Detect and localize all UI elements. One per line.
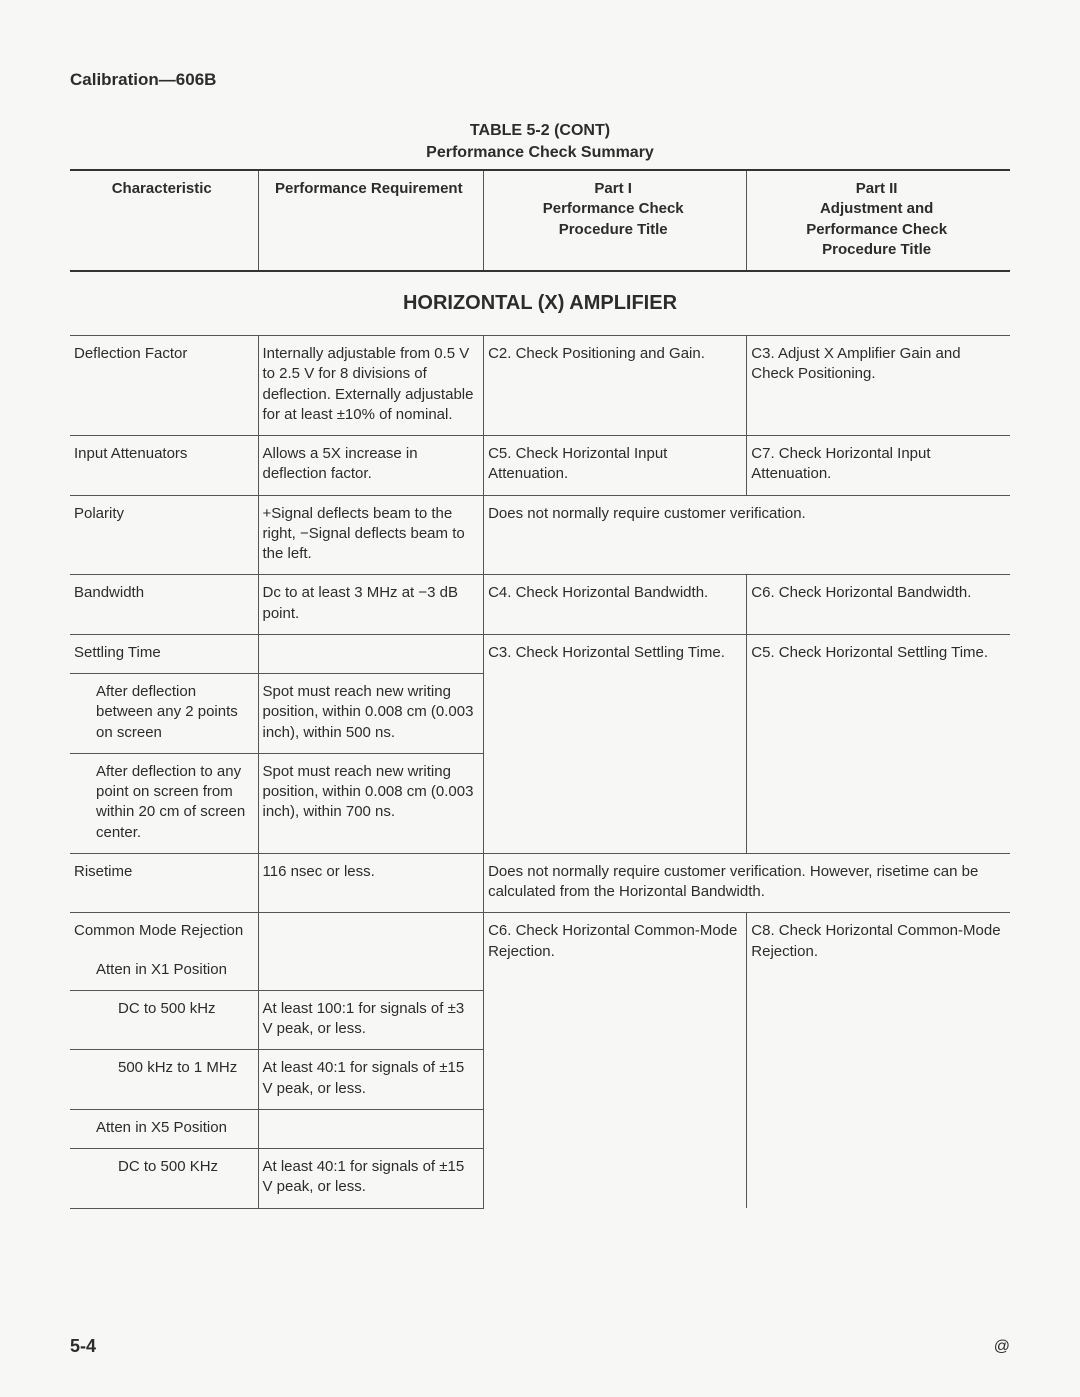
col-characteristic: Characteristic [70, 170, 258, 271]
cell-characteristic: Input Attenuators [70, 436, 258, 496]
cell-requirement: At least 100:1 for signals of ±3 V peak,… [258, 990, 484, 1050]
cell-characteristic-sub: Atten in X1 Position [70, 952, 258, 991]
table-title: TABLE 5-2 (CONT) Performance Check Summa… [70, 120, 1010, 163]
cell-part2: C8. Check Horizontal Common-Mode Rejecti… [747, 913, 1010, 1208]
cell-requirement: Internally adjustable from 0.5 V to 2.5 … [258, 336, 484, 436]
cell-characteristic: Deflection Factor [70, 336, 258, 436]
cell-part2: C3. Adjust X Amplifier Gain and Check Po… [747, 336, 1010, 436]
cell-requirement: Dc to at least 3 MHz at −3 dB point. [258, 575, 484, 635]
cell-requirement: Allows a 5X increase in deflection facto… [258, 436, 484, 496]
cell-part1: C3. Check Horizontal Settling Time. [484, 634, 747, 853]
cell-characteristic: Common Mode Rejection [70, 913, 258, 952]
cell-requirement: Spot must reach new writing position, wi… [258, 753, 484, 853]
col-part2: Part II Adjustment and Performance Check… [747, 170, 1010, 271]
table-row: Deflection Factor Internally adjustable … [70, 336, 1010, 436]
table-row: Bandwidth Dc to at least 3 MHz at −3 dB … [70, 575, 1010, 635]
table-label: TABLE 5-2 (CONT) [470, 122, 610, 139]
cell-requirement: 116 nsec or less. [258, 853, 484, 913]
cell-characteristic: Settling Time [70, 634, 258, 673]
page-number: 5-4 [70, 1336, 96, 1357]
cell-part2: C7. Check Horizontal Input Attenuation. [747, 436, 1010, 496]
cell-requirement: Spot must reach new writing position, wi… [258, 674, 484, 754]
cell-part2: C6. Check Horizontal Bandwidth. [747, 575, 1010, 635]
table-header-row: Characteristic Performance Requirement P… [70, 170, 1010, 271]
cell-part1: C6. Check Horizontal Common-Mode Rejecti… [484, 913, 747, 1208]
cell-requirement [258, 952, 484, 991]
cell-requirement [258, 1109, 484, 1148]
table-subtitle: Performance Check Summary [426, 144, 654, 161]
cell-characteristic: Polarity [70, 495, 258, 575]
cell-merged-note: Does not normally require customer verif… [484, 495, 1010, 575]
cell-part1: C4. Check Horizontal Bandwidth. [484, 575, 747, 635]
cell-characteristic: Risetime [70, 853, 258, 913]
table-row: Settling Time C3. Check Horizontal Settl… [70, 634, 1010, 673]
cell-characteristic-sub: Atten in X5 Position [70, 1109, 258, 1148]
table-row: Risetime 116 nsec or less. Does not norm… [70, 853, 1010, 913]
cell-characteristic-sub: After deflection to any point on screen … [70, 753, 258, 853]
table-row: Common Mode Rejection C6. Check Horizont… [70, 913, 1010, 952]
cell-characteristic-sub2: DC to 500 KHz [70, 1149, 258, 1209]
col-requirement: Performance Requirement [258, 170, 484, 271]
performance-table: Characteristic Performance Requirement P… [70, 169, 1010, 1209]
cell-characteristic-sub2: 500 kHz to 1 MHz [70, 1050, 258, 1110]
cell-requirement: At least 40:1 for signals of ±15 V peak,… [258, 1050, 484, 1110]
cell-part1: C2. Check Positioning and Gain. [484, 336, 747, 436]
cell-part1: C5. Check Horizontal Input Attenuation. [484, 436, 747, 496]
cell-requirement: +Signal deflects beam to the right, −Sig… [258, 495, 484, 575]
section-row: HORIZONTAL (X) AMPLIFIER [70, 271, 1010, 336]
document-page: Calibration—606B TABLE 5-2 (CONT) Perfor… [0, 0, 1080, 1397]
cell-characteristic-sub: After deflection between any 2 points on… [70, 674, 258, 754]
section-title: HORIZONTAL (X) AMPLIFIER [70, 271, 1010, 336]
cell-requirement [258, 913, 484, 952]
footer-mark: @ [994, 1338, 1010, 1356]
cell-requirement: At least 40:1 for signals of ±15 V peak,… [258, 1149, 484, 1209]
cell-merged-note: Does not normally require customer verif… [484, 853, 1010, 913]
cell-characteristic-sub2: DC to 500 kHz [70, 990, 258, 1050]
table-row: Input Attenuators Allows a 5X increase i… [70, 436, 1010, 496]
cell-part2: C5. Check Horizontal Settling Time. [747, 634, 1010, 853]
table-row: Polarity +Signal deflects beam to the ri… [70, 495, 1010, 575]
page-footer: 5-4 @ [70, 1336, 1010, 1357]
page-header: Calibration—606B [70, 70, 1010, 90]
cell-characteristic: Bandwidth [70, 575, 258, 635]
col-part1: Part I Performance Check Procedure Title [484, 170, 747, 271]
cell-requirement [258, 634, 484, 673]
